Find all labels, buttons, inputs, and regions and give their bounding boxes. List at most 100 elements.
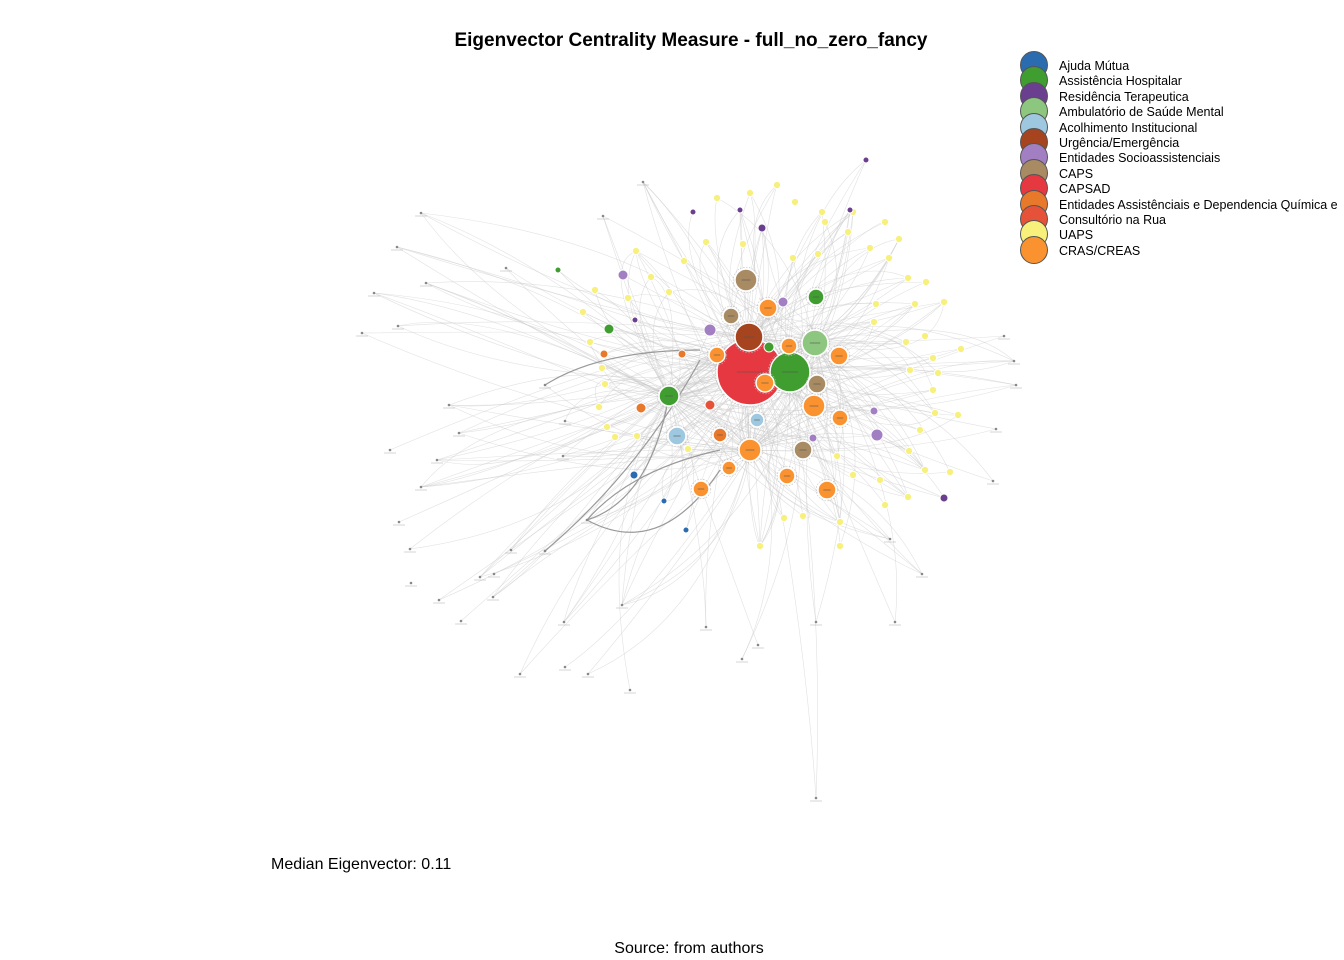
node-ring — [690, 478, 712, 500]
node — [504, 266, 508, 270]
edge — [749, 414, 959, 451]
node — [360, 331, 364, 335]
edge — [389, 336, 750, 451]
edge — [789, 371, 896, 623]
edge — [373, 292, 670, 397]
node-uaps — [880, 500, 890, 510]
node — [846, 206, 854, 214]
node-uaps — [820, 217, 830, 227]
edge — [621, 371, 751, 606]
node-uaps — [679, 256, 689, 266]
node-uaps — [871, 299, 881, 309]
edge — [601, 333, 816, 369]
node — [562, 620, 566, 624]
node-uaps — [602, 422, 612, 432]
node-uaps — [869, 317, 879, 327]
edge — [749, 449, 891, 540]
edge — [628, 250, 670, 397]
edge — [749, 389, 934, 451]
node — [478, 575, 482, 579]
node — [561, 454, 565, 458]
node — [603, 323, 615, 335]
node — [814, 620, 818, 624]
edge — [748, 336, 817, 799]
node-uaps — [880, 217, 890, 227]
node — [1002, 334, 1006, 338]
edge — [668, 384, 1017, 412]
edge — [458, 336, 750, 434]
node — [459, 619, 463, 623]
edge — [652, 291, 670, 397]
node-uaps — [590, 285, 600, 295]
node — [419, 211, 423, 215]
node — [994, 427, 998, 431]
node — [704, 625, 708, 629]
node-ring — [710, 425, 730, 445]
edge — [420, 449, 751, 488]
node-uaps — [903, 273, 913, 283]
node — [586, 672, 590, 676]
node-uaps — [772, 180, 782, 190]
node — [893, 620, 897, 624]
node-uaps — [578, 307, 588, 317]
edge — [397, 321, 670, 397]
edge — [814, 329, 1015, 362]
node-layer — [356, 156, 1022, 802]
edge — [557, 269, 816, 344]
edge — [814, 334, 934, 391]
node — [419, 485, 423, 489]
edge — [373, 292, 751, 451]
chart-title: Eigenvector Centrality Measure - full_no… — [454, 30, 928, 51]
node-ring — [656, 383, 682, 409]
node-uaps — [788, 253, 798, 263]
edge — [748, 336, 926, 471]
edge — [396, 246, 751, 451]
node-ring — [800, 392, 828, 420]
edge — [668, 209, 851, 397]
node — [509, 548, 513, 552]
node — [870, 428, 884, 442]
edge — [492, 449, 751, 598]
node-ring — [829, 407, 851, 429]
edge — [436, 336, 750, 461]
legend-label: CAPS — [1059, 166, 1094, 181]
edge — [621, 449, 751, 606]
median-eigenvector-label: Median Eigenvector: 0.11 — [271, 856, 452, 873]
node — [704, 399, 716, 411]
edge — [436, 336, 750, 461]
edge — [814, 342, 845, 623]
legend-label: Entidades Assistênciais e Dependencia Qu… — [1059, 197, 1338, 212]
node-uaps — [928, 385, 938, 395]
node — [920, 572, 924, 576]
edge — [586, 449, 721, 521]
node-uaps — [701, 237, 711, 247]
node — [756, 643, 760, 647]
node — [397, 520, 401, 524]
edge — [814, 340, 911, 371]
node-uaps — [738, 239, 748, 249]
edge — [621, 395, 670, 606]
node-uaps — [755, 541, 765, 551]
edge — [479, 371, 791, 578]
node — [869, 406, 879, 416]
edge — [420, 212, 750, 338]
edge — [814, 342, 898, 623]
node — [641, 180, 645, 184]
edge — [635, 250, 751, 451]
node-uaps — [790, 197, 800, 207]
node — [689, 208, 697, 216]
edge — [748, 192, 756, 338]
edge — [749, 449, 891, 540]
edge — [663, 395, 684, 502]
node-ring — [719, 458, 739, 478]
node — [1012, 359, 1016, 363]
edge — [621, 449, 751, 606]
node — [808, 433, 818, 443]
edge-layer — [361, 159, 1017, 799]
edge — [544, 349, 701, 386]
edge — [589, 335, 670, 397]
legend-label: Ambulatório de Saúde Mental — [1059, 105, 1224, 120]
node — [682, 526, 690, 534]
node-uaps — [745, 188, 755, 198]
node-uaps — [921, 277, 931, 287]
